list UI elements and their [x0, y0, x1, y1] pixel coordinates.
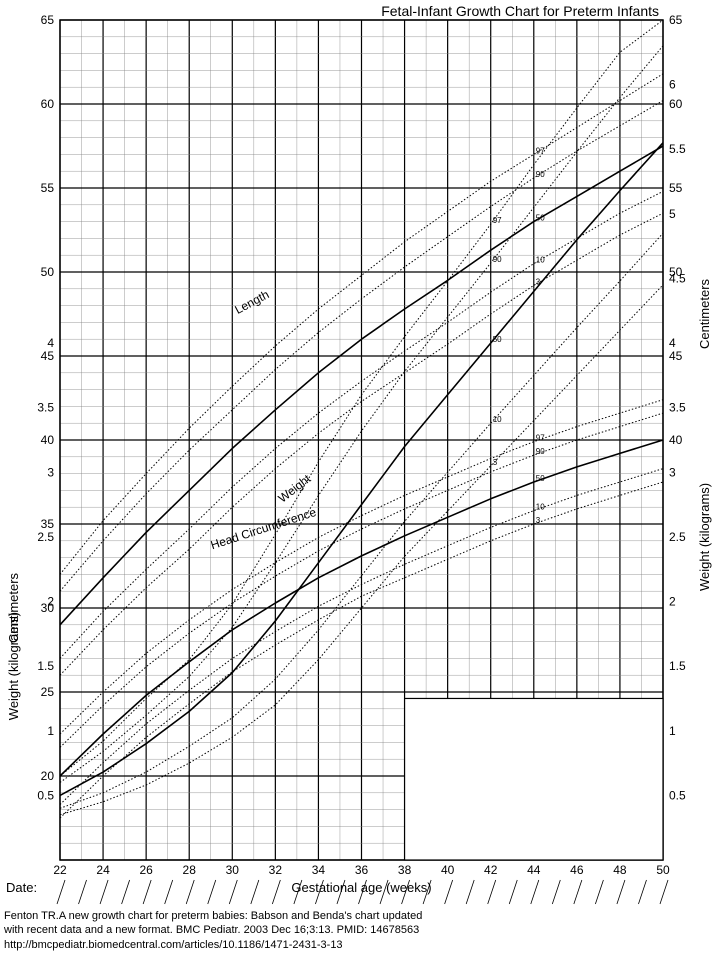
svg-text:50: 50: [493, 335, 502, 344]
x-tick: 28: [183, 863, 197, 877]
kg-tick-right: 3.5: [669, 401, 686, 415]
kg-tick-left: 3.5: [37, 401, 54, 415]
kg-axis-label-left: Weight (kilograms): [6, 612, 21, 720]
x-tick: 30: [226, 863, 240, 877]
svg-text:90: 90: [536, 170, 545, 179]
cm-tick-right: 45: [669, 349, 683, 363]
weight-label: Weight: [275, 471, 313, 505]
svg-text:90: 90: [493, 255, 502, 264]
cm-tick-left: 65: [41, 13, 55, 27]
cm-tick-left: 50: [41, 265, 55, 279]
kg-tick-right: 0.5: [669, 788, 686, 802]
cm-tick-left: 55: [41, 181, 55, 195]
svg-text:90: 90: [536, 447, 545, 456]
kg-tick-right: 3: [669, 465, 676, 479]
cm-tick-left: 45: [41, 349, 55, 363]
x-tick: 44: [527, 863, 541, 877]
length-label: Length: [232, 287, 271, 317]
svg-text:97: 97: [536, 146, 545, 155]
kg-tick-left: 3: [47, 465, 54, 479]
kg-tick-left: 2.5: [37, 530, 54, 544]
cm-tick-right: 65: [669, 13, 683, 27]
svg-text:50: 50: [536, 214, 545, 223]
svg-text:10: 10: [493, 415, 502, 424]
cm-axis-label-right: Centimeters: [697, 278, 712, 349]
cm-tick-left: 35: [41, 517, 55, 531]
kg-tick-left: 2: [47, 595, 54, 609]
x-tick: 48: [613, 863, 627, 877]
svg-text:50: 50: [536, 474, 545, 483]
chart-svg: 3 10 50 90 97 3 10 50 90 97 3 10 50 90 97 Length Head Ci…: [0, 0, 723, 958]
date-label: Date:: [6, 880, 37, 895]
cm-tick-left: 25: [41, 685, 55, 699]
kg-tick-right: 4: [669, 336, 676, 350]
x-axis-label: Gestational age (weeks): [291, 880, 431, 895]
x-tick: 38: [398, 863, 412, 877]
svg-text:3: 3: [536, 277, 541, 286]
x-tick: 42: [484, 863, 498, 877]
x-tick: 32: [269, 863, 283, 877]
kg-tick-left: 1.5: [37, 659, 54, 673]
x-tick: 36: [355, 863, 369, 877]
x-tick: 34: [312, 863, 326, 877]
cm-tick-right: 55: [669, 181, 683, 195]
kg-tick-left: 1: [47, 724, 54, 738]
kg-tick-right: 1: [669, 724, 676, 738]
kg-tick-right: 2.5: [669, 530, 686, 544]
x-tick: 22: [53, 863, 67, 877]
x-tick: 50: [656, 863, 670, 877]
kg-tick-right: 4.5: [669, 271, 686, 285]
head-label: Head Circumference: [209, 505, 318, 552]
x-tick: 46: [570, 863, 584, 877]
kg-tick-right: 5.5: [669, 142, 686, 156]
growth-chart: 3 10 50 90 97 3 10 50 90 97 3 10 50 90 97 Length Head Ci…: [0, 0, 723, 958]
x-tick: 24: [96, 863, 110, 877]
x-tick: 26: [139, 863, 153, 877]
svg-text:10: 10: [536, 503, 545, 512]
cm-tick-left: 60: [41, 97, 55, 111]
citation-text: Fenton TR.A new growth chart for preterm…: [4, 909, 422, 952]
svg-text:97: 97: [536, 434, 545, 443]
kg-tick-left: 0.5: [37, 788, 54, 802]
kg-tick-left: 4: [47, 336, 54, 350]
kg-tick-right: 6: [669, 78, 676, 92]
svg-text:97: 97: [493, 216, 502, 225]
cm-tick-right: 60: [669, 97, 683, 111]
svg-text:3: 3: [536, 516, 541, 525]
kg-tick-right: 2: [669, 595, 676, 609]
x-tick: 40: [441, 863, 455, 877]
kg-axis-label-right: Weight (kilograms): [697, 483, 712, 591]
svg-text:10: 10: [536, 256, 545, 265]
chart-title: Fetal-Infant Growth Chart for Preterm In…: [381, 3, 659, 19]
cm-tick-left: 20: [41, 769, 55, 783]
kg-tick-right: 1.5: [669, 659, 686, 673]
kg-tick-right: 5: [669, 207, 676, 221]
cm-tick-right: 40: [669, 433, 683, 447]
cm-tick-left: 40: [41, 433, 55, 447]
svg-text:3: 3: [493, 458, 498, 467]
